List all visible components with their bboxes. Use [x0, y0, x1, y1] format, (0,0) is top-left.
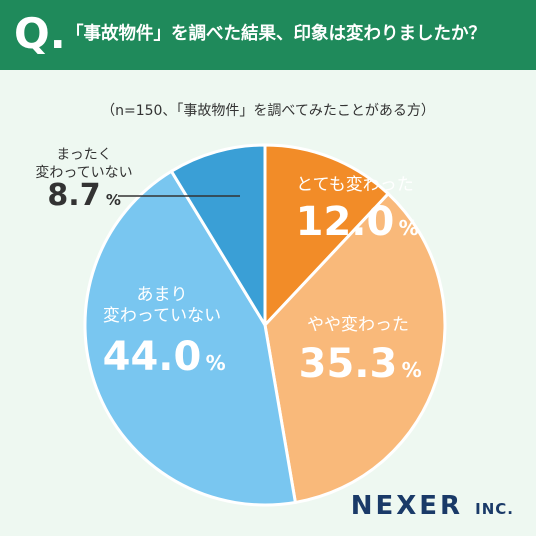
chart-subtitle: （n=150、「事故物件」を調べてみたことがある方） — [101, 103, 435, 119]
slice-label-text: 変わっていない — [103, 306, 221, 326]
slice-value: 44.0 — [103, 334, 202, 380]
slice-very-changed — [263, 143, 391, 329]
brand-name: NEXER — [350, 491, 464, 521]
question-mark: Q. — [14, 9, 66, 58]
label-slightly-changed: やや変わった 35.3% — [299, 315, 422, 387]
slice-label-text: やや変わった — [307, 315, 409, 335]
nexer-logo: NEXER INC. — [351, 491, 514, 521]
slice-unit: % — [106, 191, 121, 209]
slice-unit: % — [402, 358, 422, 382]
slice-value: 12.0 — [296, 199, 395, 245]
slice-value: 8.7 — [47, 178, 100, 213]
slice-not-changed — [169, 143, 267, 331]
slice-slightly-changed — [263, 191, 447, 505]
slice-label-text: まったく — [56, 147, 111, 163]
question-header: Q. 「事故物件」を調べた結果、印象は変わりましたか？ — [0, 0, 536, 70]
slice-label-text: とても変わった — [296, 175, 414, 195]
brand-suffix: INC. — [475, 500, 514, 518]
label-very-changed: とても変わった 12.0% — [296, 175, 419, 245]
slice-value: 35.3 — [299, 341, 398, 387]
slice-label-text: あまり — [137, 285, 188, 305]
slice-unit: % — [206, 351, 226, 375]
question-text: 「事故物件」を調べた結果、印象は変わりましたか？ — [66, 24, 486, 44]
slice-label-text: 変わっていない — [35, 164, 132, 181]
slice-unit: % — [399, 216, 419, 240]
slice-mostly-unchanged — [83, 169, 298, 507]
